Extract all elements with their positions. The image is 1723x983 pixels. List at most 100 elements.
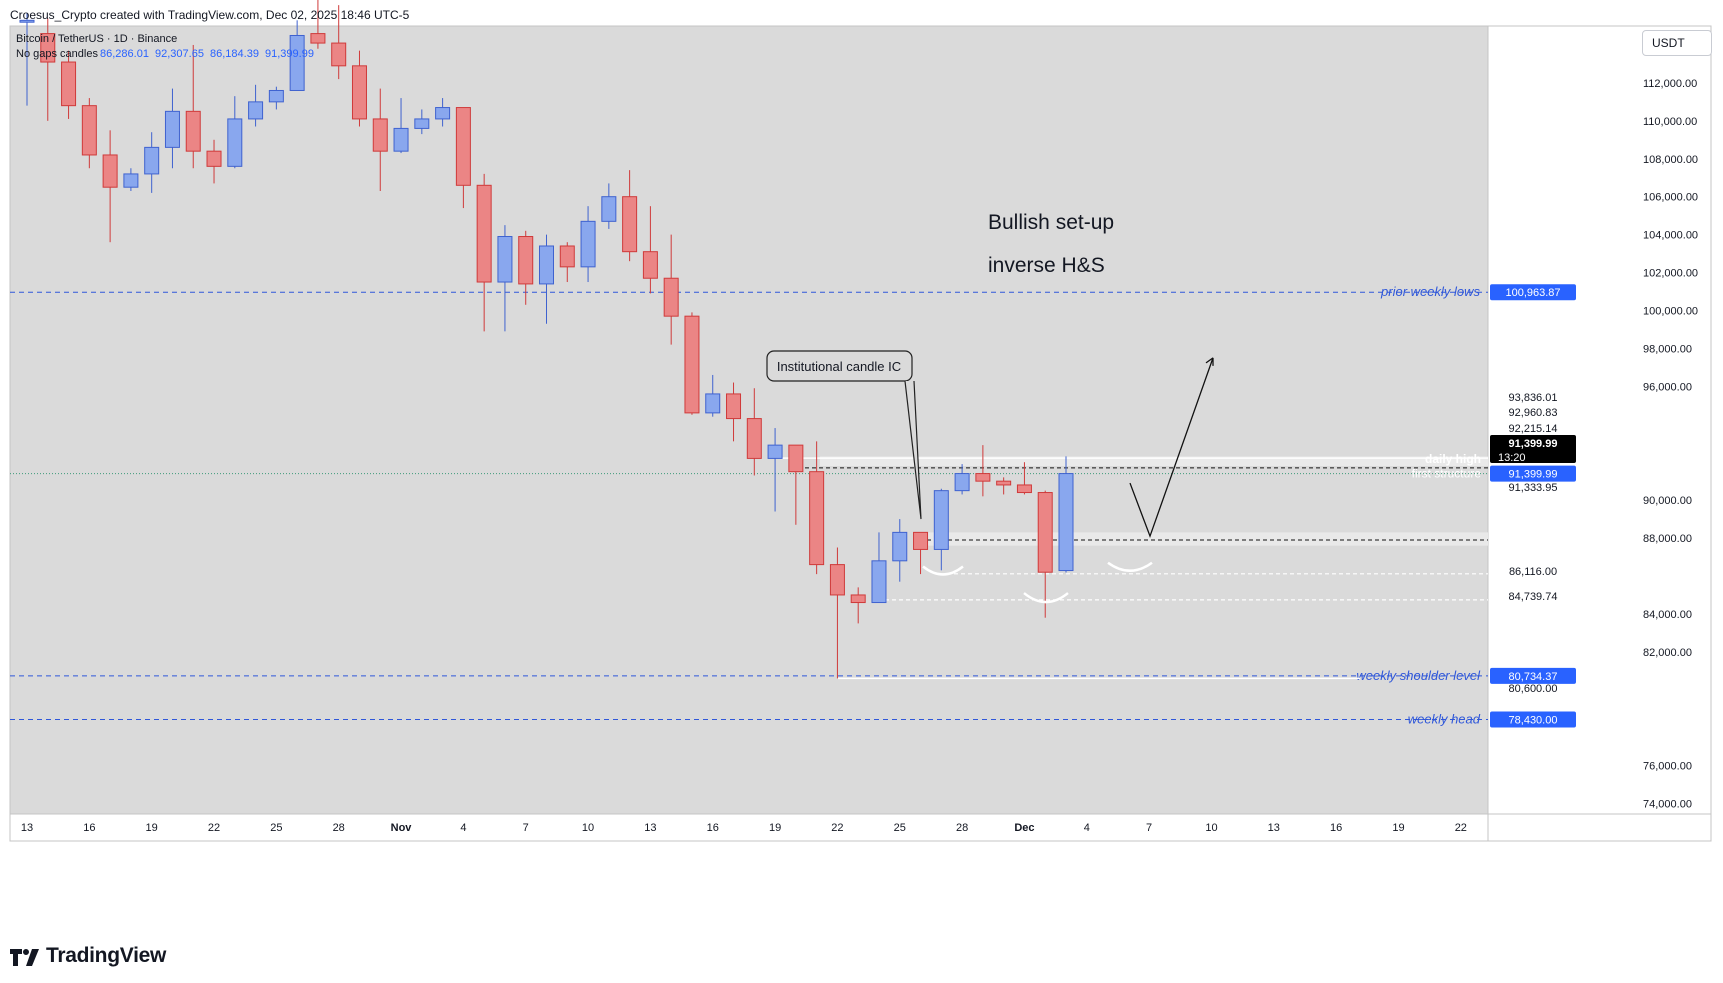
candle-body (642, 251, 658, 279)
x-tick-label: 16 (707, 822, 719, 834)
y-tick-label: 112,000.00 (1643, 78, 1697, 90)
callout-box (766, 350, 913, 382)
candle-body (829, 564, 845, 596)
currency-button[interactable]: USDT (1642, 30, 1712, 56)
tradingview-logo: TradingView (10, 944, 166, 968)
candle-body (601, 196, 617, 222)
candle-body (850, 594, 866, 604)
x-tick-label: 19 (769, 822, 781, 834)
candle-body (767, 444, 783, 459)
candle-body (310, 33, 326, 44)
candle-body (102, 154, 118, 188)
price-axis-label: 86,116.00 (1509, 566, 1557, 578)
first-structure-zone (820, 456, 1488, 466)
candle-body (559, 245, 575, 268)
x-tick-label: 13 (21, 822, 33, 834)
x-tick-label: 13 (1268, 822, 1280, 834)
candle-body (580, 220, 596, 268)
x-tick-label: 13 (644, 822, 656, 834)
candle-body (663, 277, 679, 317)
y-tick-label: 100,000.00 (1643, 305, 1698, 317)
x-tick-label: 4 (460, 822, 466, 834)
candle-body (393, 127, 409, 152)
price-axis-label: 91,333.95 (1509, 482, 1558, 494)
brand-name: TradingView (46, 944, 167, 967)
candle-body (81, 105, 97, 156)
y-tick-label: 74,000.00 (1643, 799, 1692, 811)
candle-body (954, 473, 970, 492)
head-arc (1023, 592, 1069, 604)
y-tick-label: 84,000.00 (1643, 609, 1692, 621)
legend-mode: No gaps candles (16, 48, 98, 60)
x-tick-label: 10 (582, 822, 594, 834)
price-axis-label: 93,836.01 (1509, 392, 1558, 404)
candle-body (351, 65, 367, 120)
level-price-tag (1490, 667, 1576, 684)
candle-body (1037, 492, 1053, 573)
last-price-tag (1490, 465, 1576, 482)
candle-body (206, 150, 222, 167)
candle-body (622, 196, 638, 253)
level-price-tag-text: 100,963.87 (1505, 287, 1560, 299)
y-tick-label: 106,000.00 (1643, 192, 1698, 204)
candle-body (684, 315, 700, 414)
level-price-tag-text: 78,430.00 (1509, 715, 1558, 727)
candle-body (164, 110, 180, 148)
candle-body (1016, 484, 1032, 494)
candle-body (871, 560, 887, 604)
legend-symbol: Bitcoin / TetherUS · 1D · Binance (16, 33, 177, 45)
right-shoulder-arc (1107, 561, 1153, 572)
y-tick-label: 96,000.00 (1643, 381, 1692, 393)
candle-body (372, 118, 388, 152)
candle-body (726, 393, 742, 420)
x-tick-label: 16 (83, 822, 95, 834)
candle-body (289, 34, 305, 91)
candle-body (996, 480, 1012, 486)
price-axis-label: 84,739.74 (1509, 591, 1558, 603)
candle-body (123, 173, 139, 188)
candle-body (476, 184, 492, 283)
chart-credit: Croesus_Crypto created with TradingView.… (10, 8, 410, 22)
legend-ohlc-value: 91,399.99 (265, 48, 314, 60)
price-axis-label: 92,960.83 (1509, 407, 1558, 419)
x-tick-label: 28 (333, 822, 345, 834)
level-label: weekly shoulder level (1356, 668, 1481, 683)
candle-body (40, 33, 56, 63)
candle-body (414, 118, 430, 129)
candle-body (268, 89, 284, 103)
candle-body (455, 107, 471, 186)
price-axis-label: 92,215.14 (1509, 423, 1558, 435)
y-tick-label: 98,000.00 (1643, 343, 1692, 355)
x-tick-label: 25 (894, 822, 906, 834)
y-tick-label: 76,000.00 (1643, 761, 1692, 773)
time-axis (10, 814, 1711, 841)
x-tick-label: 25 (270, 822, 282, 834)
candle-body (1058, 473, 1074, 572)
setup-title: Bullish set-up (988, 211, 1114, 234)
legend-ohlc-value: 86,286.01 (100, 48, 149, 60)
y-tick-label: 108,000.00 (1643, 154, 1698, 166)
candle-body (539, 245, 554, 285)
callout-pointer (904, 380, 922, 520)
candle-body (705, 393, 721, 414)
candle-body (788, 444, 804, 473)
candle-body (61, 61, 77, 107)
x-tick-label: 22 (831, 822, 843, 834)
x-tick-label: 19 (1392, 822, 1404, 834)
candle-body (975, 473, 991, 482)
legend-ohlc-value: 92,307.65 (155, 48, 204, 60)
price-axis-label: 80,600.00 (1509, 683, 1558, 695)
candle-body (746, 418, 762, 459)
projection-path (1129, 357, 1214, 539)
x-tick-label: 7 (1146, 822, 1152, 834)
level-label: weekly head (1408, 712, 1481, 727)
candle-body (144, 146, 160, 175)
candle-body (933, 490, 949, 550)
x-tick-label: 28 (956, 822, 968, 834)
candle-body (248, 101, 264, 120)
left-shoulder-arc (922, 565, 964, 576)
candle-body (518, 236, 534, 285)
y-tick-label: 104,000.00 (1643, 230, 1698, 242)
first-structure-label: first structure (1412, 467, 1482, 481)
